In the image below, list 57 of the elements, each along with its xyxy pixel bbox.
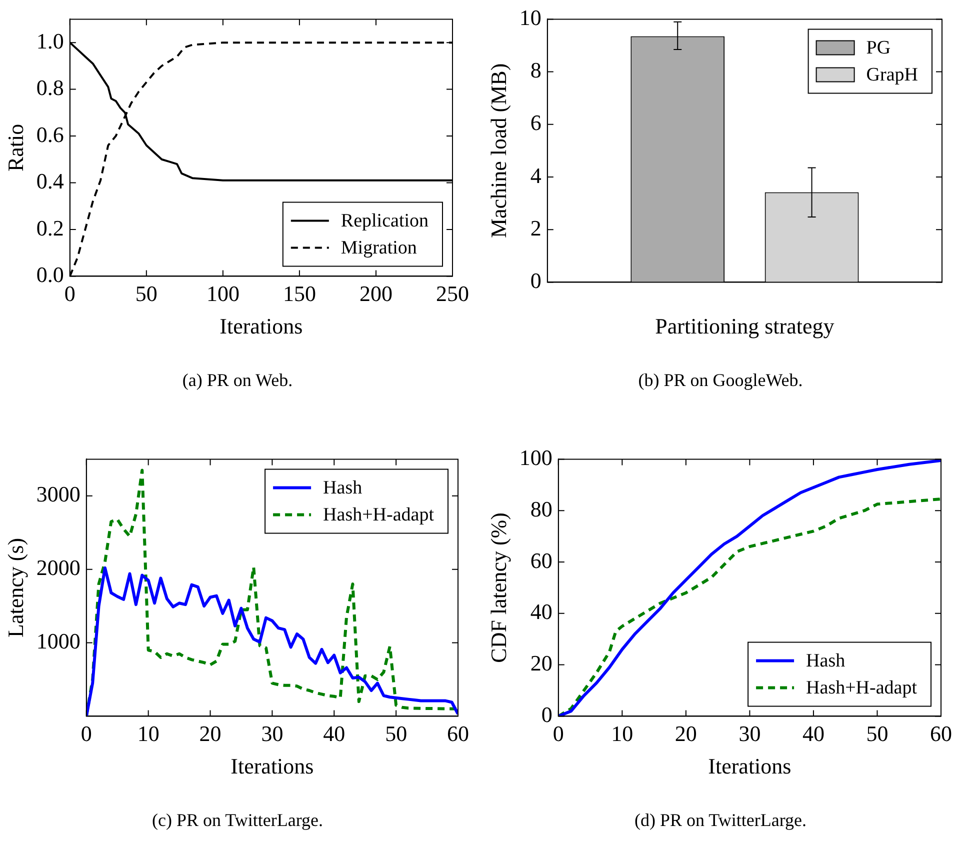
x-tick-label: 50 (866, 721, 888, 746)
legend-label: Replication (340, 210, 429, 232)
x-tick-label: 30 (261, 721, 284, 746)
x-tick-label: 30 (738, 721, 761, 746)
x-axis-title: Iterations (230, 754, 314, 779)
y-tick-label: 2000 (36, 555, 80, 580)
x-axis-title: Iterations (220, 314, 303, 339)
legend-label: Hash+H-adapt (806, 678, 918, 699)
y-tick-label: 80 (530, 496, 552, 522)
y-tick-label: 0.8 (36, 75, 64, 100)
text: (c) PR on TwitterLarge. (150, 810, 324, 831)
x-tick-label: 60 (447, 721, 469, 746)
y-tick-label: 40 (530, 599, 552, 624)
x-tick-label: 40 (802, 721, 824, 746)
x-axis-title: Iterations (708, 754, 792, 779)
text: (b) PR on GoogleWeb. (637, 370, 804, 391)
y-tick-label: 0 (541, 702, 552, 727)
x-tick-label: 250 (436, 281, 469, 306)
y-tick-label: 2 (530, 215, 542, 240)
x-tick-label: 200 (359, 281, 392, 306)
y-tick-label: 20 (530, 650, 552, 676)
y-tick-label: 1.0 (36, 28, 64, 54)
x-tick-label: 20 (199, 721, 222, 746)
y-tick-label: 100 (519, 444, 552, 470)
y-axis-title: Ratio (2, 124, 28, 172)
x-tick-label: 150 (282, 281, 316, 306)
y-tick-label: 10 (519, 4, 542, 30)
legend-label: PG (866, 38, 891, 59)
x-tick-label: 100 (206, 281, 240, 306)
legend-label: Hash+H-adapt (323, 504, 435, 526)
x-tick-label: 40 (323, 721, 346, 746)
y-tick-label: 60 (530, 548, 552, 573)
x-tick-label: 20 (674, 721, 697, 746)
legend-label: GrapH (866, 64, 918, 86)
y-axis-title: CDF latency (%) (486, 512, 511, 663)
y-axis-title: Latency (s) (2, 538, 28, 638)
text: (a) PR on Web. (181, 370, 294, 391)
x-tick-label: 60 (930, 721, 952, 746)
legend-label: Hash (806, 650, 846, 672)
y-tick-label: 0.6 (36, 122, 64, 147)
x-tick-label: 10 (611, 721, 634, 746)
y-tick-label: 0.4 (36, 168, 64, 194)
legend-label: Hash (323, 478, 363, 499)
y-tick-label: 3000 (36, 482, 80, 507)
y-axis-title: Machine load (MB) (486, 63, 511, 238)
x-tick-label: 50 (385, 721, 408, 746)
y-tick-label: 0.2 (36, 215, 64, 240)
x-tick-label: 50 (135, 281, 158, 306)
y-tick-label: 8 (530, 58, 542, 83)
y-tick-label: 1000 (36, 628, 80, 654)
x-tick-label: 10 (137, 721, 160, 746)
legend-label: Migration (340, 238, 418, 259)
y-tick-label: 0.0 (36, 262, 64, 287)
y-tick-label: 4 (530, 162, 542, 188)
y-tick-label: 6 (530, 110, 542, 136)
x-axis-title: Partitioning strategy (655, 314, 834, 339)
text: (d) PR on TwitterLarge. (633, 810, 808, 831)
